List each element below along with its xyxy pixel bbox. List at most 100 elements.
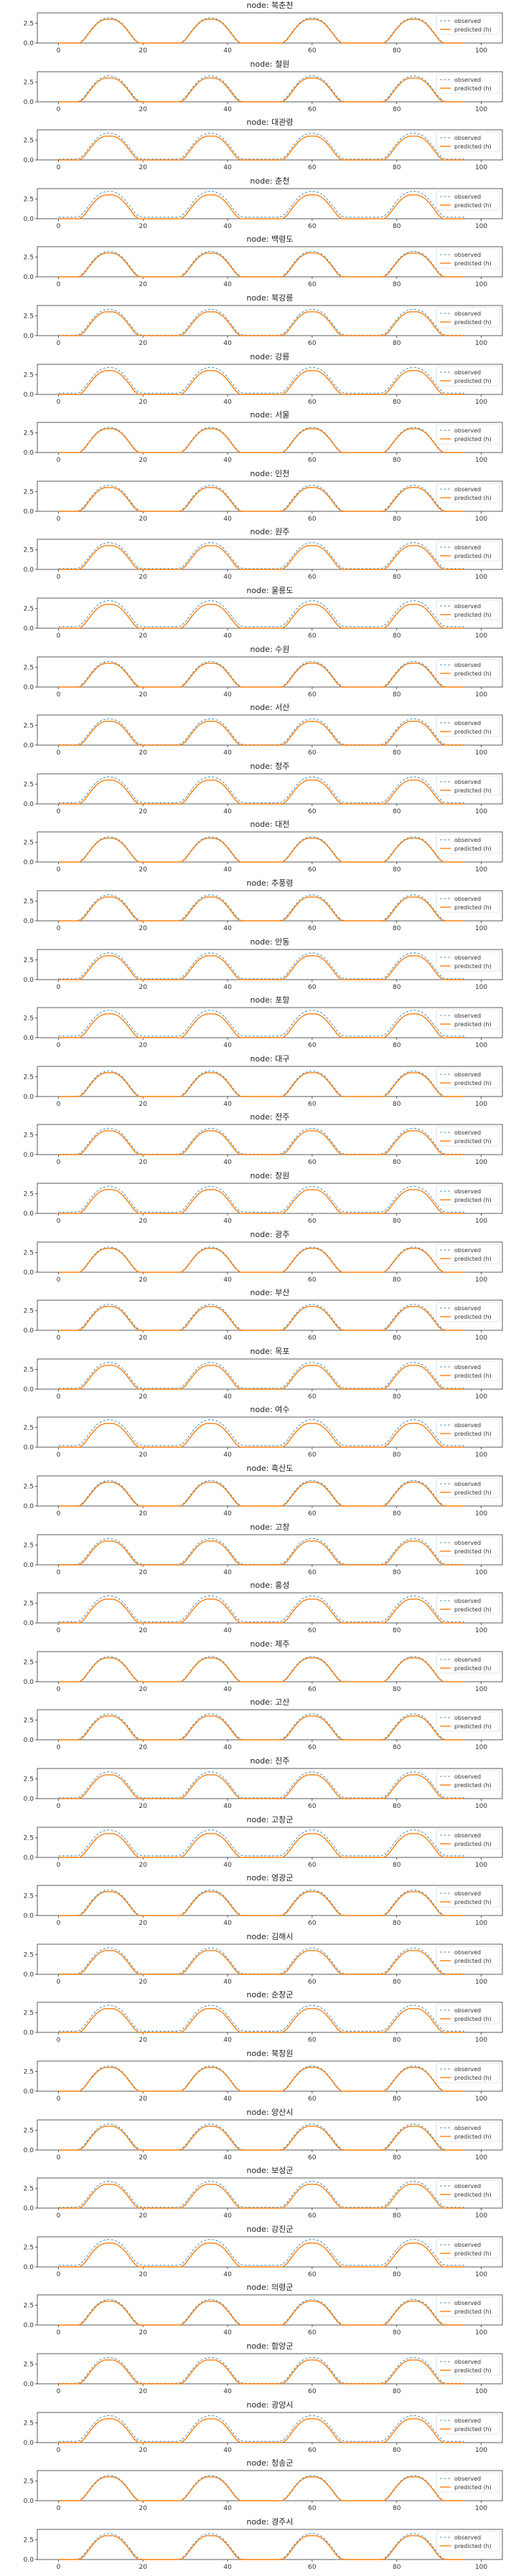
x-tick-label: 80	[393, 984, 401, 991]
legend-observed-label: observed	[454, 1715, 481, 1721]
chart-title: node: 대관령	[246, 118, 293, 127]
chart-panel: node: 광양시 0.0 2.5 0 20 40 60 80 100 observed predi…	[24, 2400, 503, 2454]
legend-box	[436, 1594, 500, 1615]
predicted-series-line	[58, 604, 464, 629]
legend-predicted-label: predicted (h)	[454, 1548, 492, 1555]
x-tick-label: 100	[475, 2505, 487, 2512]
legend-predicted-label: predicted (h)	[454, 671, 492, 677]
plot-frame	[37, 305, 503, 336]
x-tick-label: 60	[308, 1101, 317, 1108]
x-tick-label: 60	[308, 164, 317, 171]
chart-panel: node: 인천 0.0 2.5 0 20 40 60 80 100 observed predic…	[24, 468, 503, 523]
x-tick-label: 100	[475, 516, 487, 523]
y-tick-label: 0.0	[24, 1796, 34, 1803]
plot-frame	[37, 1768, 503, 1799]
x-tick-label: 0	[57, 2154, 61, 2161]
x-tick-label: 0	[57, 866, 61, 873]
predicted-series-line	[58, 896, 464, 922]
x-tick-label: 40	[223, 2154, 232, 2161]
predicted-series-line	[58, 545, 464, 571]
legend-predicted-label: predicted (h)	[454, 1490, 492, 1496]
y-tick-label: 0.0	[24, 333, 34, 340]
x-tick-label: 20	[139, 1744, 148, 1751]
x-tick-label: 0	[57, 2329, 61, 2336]
x-tick-label: 20	[139, 574, 148, 581]
x-tick-label: 100	[475, 1452, 487, 1459]
plot-frame	[37, 1416, 503, 1448]
legend-observed-label: observed	[454, 252, 481, 258]
x-tick-label: 100	[475, 1218, 487, 1225]
legend-observed-label: observed	[454, 1013, 481, 1019]
observed-series-line	[58, 2065, 464, 2092]
predicted-series-line	[58, 1599, 464, 1624]
chart-panel: node: 고창 0.0 2.5 0 20 40 60 80 100 observed predic…	[24, 1523, 503, 1576]
x-tick-label: 40	[223, 1042, 232, 1049]
legend-observed-label: observed	[454, 135, 481, 141]
legend-box	[436, 2004, 500, 2025]
x-tick-label: 20	[139, 1569, 148, 1576]
x-tick-label: 40	[223, 2212, 232, 2220]
chart-title: node: 원주	[250, 527, 290, 536]
chart-title: node: 서산	[250, 703, 290, 712]
chart-panel: node: 광주 0.0 2.5 0 20 40 60 80 100 observed predic…	[24, 1230, 503, 1284]
x-tick-label: 20	[139, 633, 148, 640]
chart-panel: node: 서산 0.0 2.5 0 20 40 60 80 100 observed predic…	[24, 703, 503, 757]
chart-title: node: 보성군	[246, 2166, 293, 2175]
observed-series-line	[58, 427, 464, 453]
plot-frame	[37, 129, 503, 161]
predicted-series-line	[58, 136, 464, 161]
observed-series-line	[58, 1361, 464, 1389]
observed-series-line	[58, 133, 464, 160]
y-tick-label: 0.0	[24, 2147, 34, 2154]
x-tick-label: 100	[475, 925, 487, 932]
x-tick-label: 0	[57, 1159, 61, 1166]
x-tick-label: 40	[223, 1510, 232, 1517]
x-tick-label: 60	[308, 749, 317, 757]
x-tick-label: 0	[57, 2271, 61, 2278]
x-tick-label: 80	[393, 281, 401, 288]
chart-panel: node: 진주 0.0 2.5 0 20 40 60 80 100 observed predic…	[24, 1756, 503, 1810]
x-tick-label: 80	[393, 1452, 401, 1459]
legend-box	[436, 2472, 500, 2493]
x-tick-label: 100	[475, 1569, 487, 1576]
x-tick-label: 60	[308, 1686, 317, 1693]
y-tick-label: 0.0	[24, 1386, 34, 1393]
x-tick-label: 100	[475, 574, 487, 581]
legend-box	[436, 1536, 500, 1556]
x-tick-label: 0	[57, 516, 61, 523]
x-tick-label: 60	[308, 340, 317, 347]
legend-box	[436, 2414, 500, 2434]
x-tick-label: 80	[393, 1920, 401, 1927]
x-tick-label: 20	[139, 984, 148, 991]
x-tick-label: 0	[57, 2564, 61, 2571]
x-tick-label: 60	[308, 808, 317, 815]
y-tick-label: 2.5	[24, 2010, 34, 2017]
legend-observed-label: observed	[454, 1247, 481, 1254]
x-tick-label: 80	[393, 1627, 401, 1634]
chart-title: node: 광양시	[246, 2400, 293, 2410]
x-tick-label: 40	[223, 1920, 232, 1927]
legend-predicted-label: predicted (h)	[454, 2484, 492, 2491]
x-tick-label: 20	[139, 106, 148, 113]
y-tick-label: 0.0	[24, 742, 34, 749]
y-tick-label: 0.0	[24, 99, 34, 106]
legend-predicted-label: predicted (h)	[454, 436, 492, 442]
legend-observed-label: observed	[454, 369, 481, 376]
x-tick-label: 100	[475, 1744, 487, 1751]
legend-observed-label: observed	[454, 77, 481, 83]
legend-box	[436, 775, 500, 796]
observed-series-line	[58, 2123, 464, 2151]
observed-series-line	[58, 1419, 464, 1446]
x-tick-label: 100	[475, 1920, 487, 1927]
y-tick-label: 0.0	[24, 684, 34, 691]
y-tick-label: 2.5	[24, 2068, 34, 2075]
chart-panel: node: 부산 0.0 2.5 0 20 40 60 80 100 observed predic…	[24, 1288, 503, 1342]
y-tick-label: 0.0	[24, 1913, 34, 1920]
chart-title: node: 북춘천	[246, 0, 293, 10]
x-tick-label: 20	[139, 1510, 148, 1517]
chart-title: node: 홍성	[250, 1580, 290, 1590]
x-tick-label: 40	[223, 2447, 232, 2454]
x-tick-label: 80	[393, 106, 401, 113]
legend-observed-label: observed	[454, 896, 481, 902]
legend-predicted-label: predicted (h)	[454, 2543, 492, 2549]
